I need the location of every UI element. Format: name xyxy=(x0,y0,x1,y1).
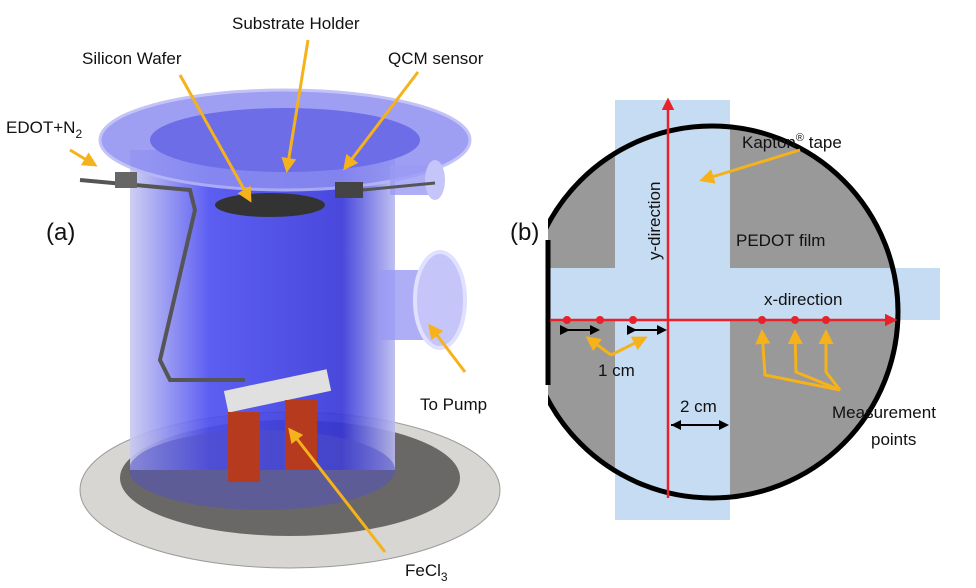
label: 1 cm xyxy=(598,361,635,380)
label: y-direction xyxy=(645,182,664,260)
label: To Pump xyxy=(420,395,487,414)
label-part: 2 xyxy=(75,127,82,141)
wafer xyxy=(526,100,940,520)
label: Silicon Wafer xyxy=(82,49,182,68)
label: QCM sensor xyxy=(388,49,484,68)
label: Kapton® tape xyxy=(742,132,842,152)
label: PEDOT film xyxy=(736,231,825,250)
label-part: EDOT+N xyxy=(6,118,75,137)
label: FeCl3 xyxy=(405,561,448,584)
label: x-direction xyxy=(764,290,842,309)
label: EDOT+N2 xyxy=(6,118,82,141)
label-part: tape xyxy=(804,133,842,152)
label: points xyxy=(871,430,916,449)
label-part: FeCl xyxy=(405,561,441,580)
label-part: 3 xyxy=(441,570,448,584)
panel-label: (a) xyxy=(46,219,75,246)
panel-label: (b) xyxy=(510,219,539,246)
figure: Substrate Holder Silicon Wafer QCM senso… xyxy=(0,0,976,588)
label: 2 cm xyxy=(680,397,717,416)
label: Measurement xyxy=(832,403,936,422)
label-part: Kapton xyxy=(742,133,796,152)
label-part: ® xyxy=(796,132,804,144)
chamber xyxy=(80,90,500,568)
label: Substrate Holder xyxy=(232,14,360,33)
